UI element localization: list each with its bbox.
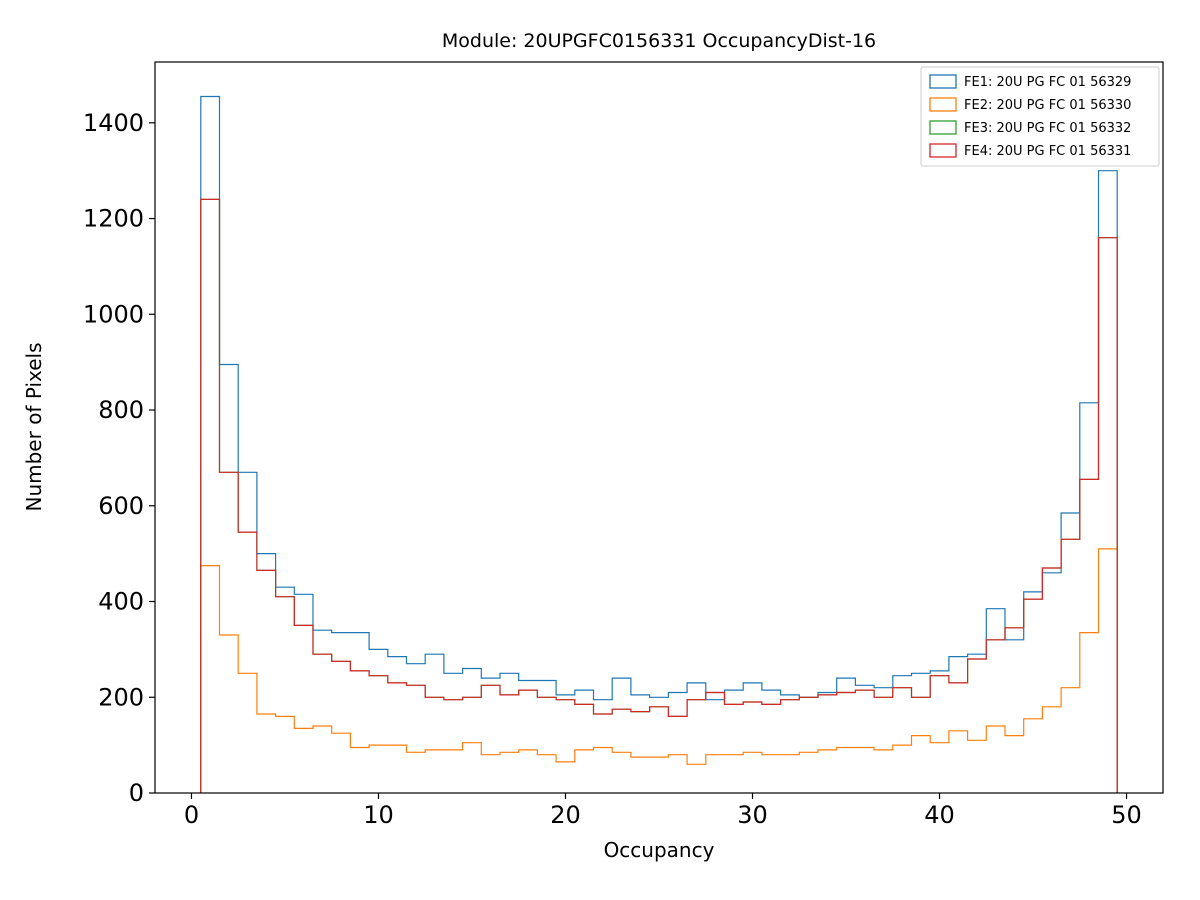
y-tick-label: 0 xyxy=(129,779,144,807)
x-tick-label: 20 xyxy=(550,801,581,829)
axes-box xyxy=(154,61,1164,794)
legend-swatch-2 xyxy=(929,97,957,112)
legend-label-2: FE2: 20U PG FC 01 56330 xyxy=(964,98,1131,113)
legend-label-4: FE4: 20U PG FC 01 56331 xyxy=(964,144,1131,159)
legend-label-3: FE3: 20U PG FC 01 56332 xyxy=(964,121,1131,136)
y-tick-label: 200 xyxy=(98,683,144,711)
y-tick-label: 1200 xyxy=(83,205,144,233)
x-axis-label: Occupancy xyxy=(603,838,715,862)
legend-label-1: FE1: 20U PG FC 01 56329 xyxy=(964,75,1131,90)
y-tick-label: 600 xyxy=(98,492,144,520)
series-4-step-line xyxy=(200,198,1118,793)
legend-box xyxy=(920,66,1160,167)
x-tick-label: 10 xyxy=(363,801,394,829)
x-tick-label: 40 xyxy=(924,801,955,829)
y-tick-label: 800 xyxy=(98,396,144,424)
series-3-step-line xyxy=(200,198,1118,793)
x-tick-label: 30 xyxy=(737,801,768,829)
chart-title: Module: 20UPGFC0156331 OccupancyDist-16 xyxy=(441,30,877,52)
legend-swatch-3 xyxy=(929,120,957,135)
y-tick-label: 1000 xyxy=(83,300,144,328)
y-tick-label: 400 xyxy=(98,588,144,616)
legend-swatch-1 xyxy=(929,74,957,89)
y-tick-label: 1400 xyxy=(83,109,144,137)
x-tick-label: 0 xyxy=(184,801,199,829)
legend-swatch-4 xyxy=(929,143,957,158)
series-2-step-line xyxy=(200,548,1118,793)
series-1-step-line xyxy=(200,95,1118,793)
x-tick-label: 50 xyxy=(1111,801,1142,829)
